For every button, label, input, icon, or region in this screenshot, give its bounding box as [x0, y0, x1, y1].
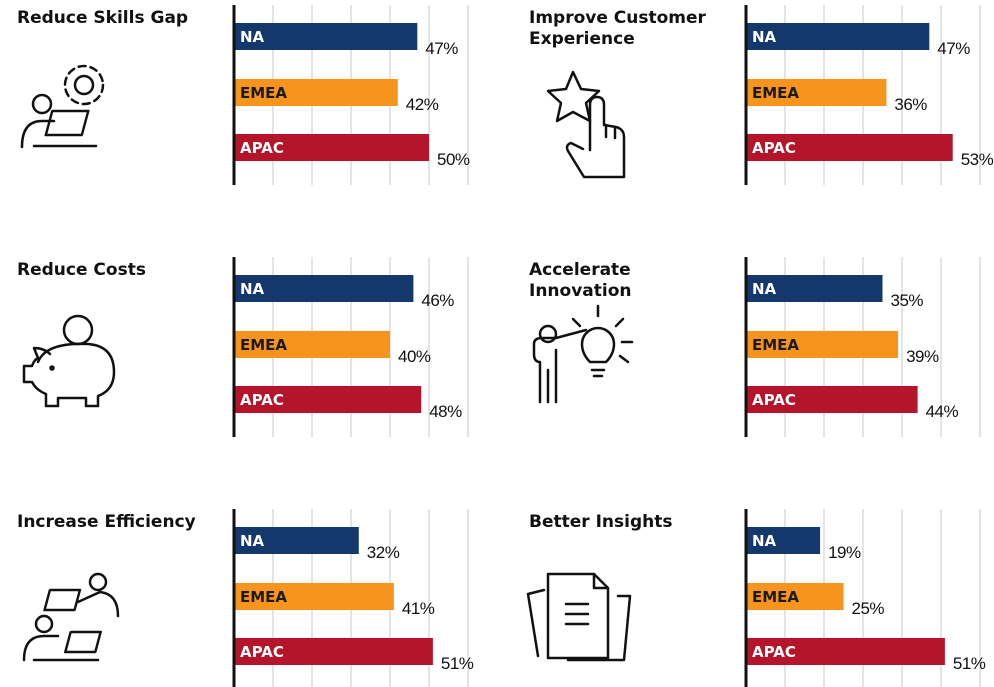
- bar: [746, 386, 918, 413]
- icon-costs: [22, 314, 116, 408]
- category-label: APAC: [752, 391, 796, 409]
- value-label: 53%: [961, 150, 994, 169]
- category-label: EMEA: [240, 336, 287, 354]
- bar: [234, 275, 414, 302]
- value-label: 25%: [852, 599, 885, 618]
- value-label: 50%: [437, 150, 470, 169]
- bar: [746, 638, 945, 665]
- category-label: EMEA: [752, 336, 799, 354]
- bar: [234, 386, 422, 413]
- bar: [746, 79, 887, 106]
- category-label: APAC: [752, 139, 796, 157]
- icon-insights: [526, 572, 632, 662]
- category-label: APAC: [240, 643, 284, 661]
- category-label: NA: [240, 280, 265, 298]
- value-label: 47%: [937, 39, 970, 58]
- category-label: NA: [240, 28, 265, 46]
- category-label: NA: [752, 532, 777, 550]
- bar: [746, 527, 821, 554]
- value-label: 46%: [421, 291, 454, 310]
- icon-customer: [546, 70, 626, 179]
- chart-title: Improve Customer Experience: [529, 8, 706, 49]
- value-label: 51%: [441, 654, 474, 673]
- category-label: EMEA: [752, 84, 799, 102]
- value-label: 36%: [894, 95, 927, 114]
- chart-title: Accelerate Innovation: [529, 260, 632, 301]
- category-label: APAC: [752, 643, 796, 661]
- bar: [746, 275, 883, 302]
- value-label: 32%: [367, 543, 400, 562]
- category-label: APAC: [240, 391, 284, 409]
- category-label: EMEA: [240, 588, 287, 606]
- bar: [746, 331, 899, 358]
- value-label: 39%: [906, 347, 939, 366]
- value-label: 47%: [425, 39, 458, 58]
- icon-skills: [20, 64, 105, 149]
- bar: [746, 583, 844, 610]
- bar: [234, 331, 390, 358]
- value-label: 40%: [398, 347, 431, 366]
- value-label: 44%: [926, 402, 959, 421]
- chart-title: Reduce Skills Gap: [17, 8, 189, 28]
- category-label: EMEA: [752, 588, 799, 606]
- chart-title: Better Insights: [529, 512, 673, 532]
- category-label: NA: [752, 28, 777, 46]
- bar: [234, 638, 433, 665]
- bar: [234, 583, 394, 610]
- bar: [746, 23, 930, 50]
- chart-title: Reduce Costs: [17, 260, 146, 280]
- value-label: 51%: [953, 654, 986, 673]
- category-label: NA: [240, 532, 265, 550]
- category-label: APAC: [240, 139, 284, 157]
- value-label: 19%: [828, 543, 861, 562]
- bar: [234, 23, 418, 50]
- bar: [234, 134, 429, 161]
- value-label: 41%: [402, 599, 435, 618]
- icon-efficiency: [22, 572, 120, 662]
- chart-title: Increase Efficiency: [17, 512, 196, 532]
- value-label: 48%: [429, 402, 462, 421]
- bar: [746, 134, 953, 161]
- bar: [234, 79, 398, 106]
- category-label: EMEA: [240, 84, 287, 102]
- value-label: 35%: [891, 291, 924, 310]
- category-label: NA: [752, 280, 777, 298]
- value-label: 42%: [406, 95, 439, 114]
- bar: [234, 527, 359, 554]
- icon-innovation: [532, 304, 634, 404]
